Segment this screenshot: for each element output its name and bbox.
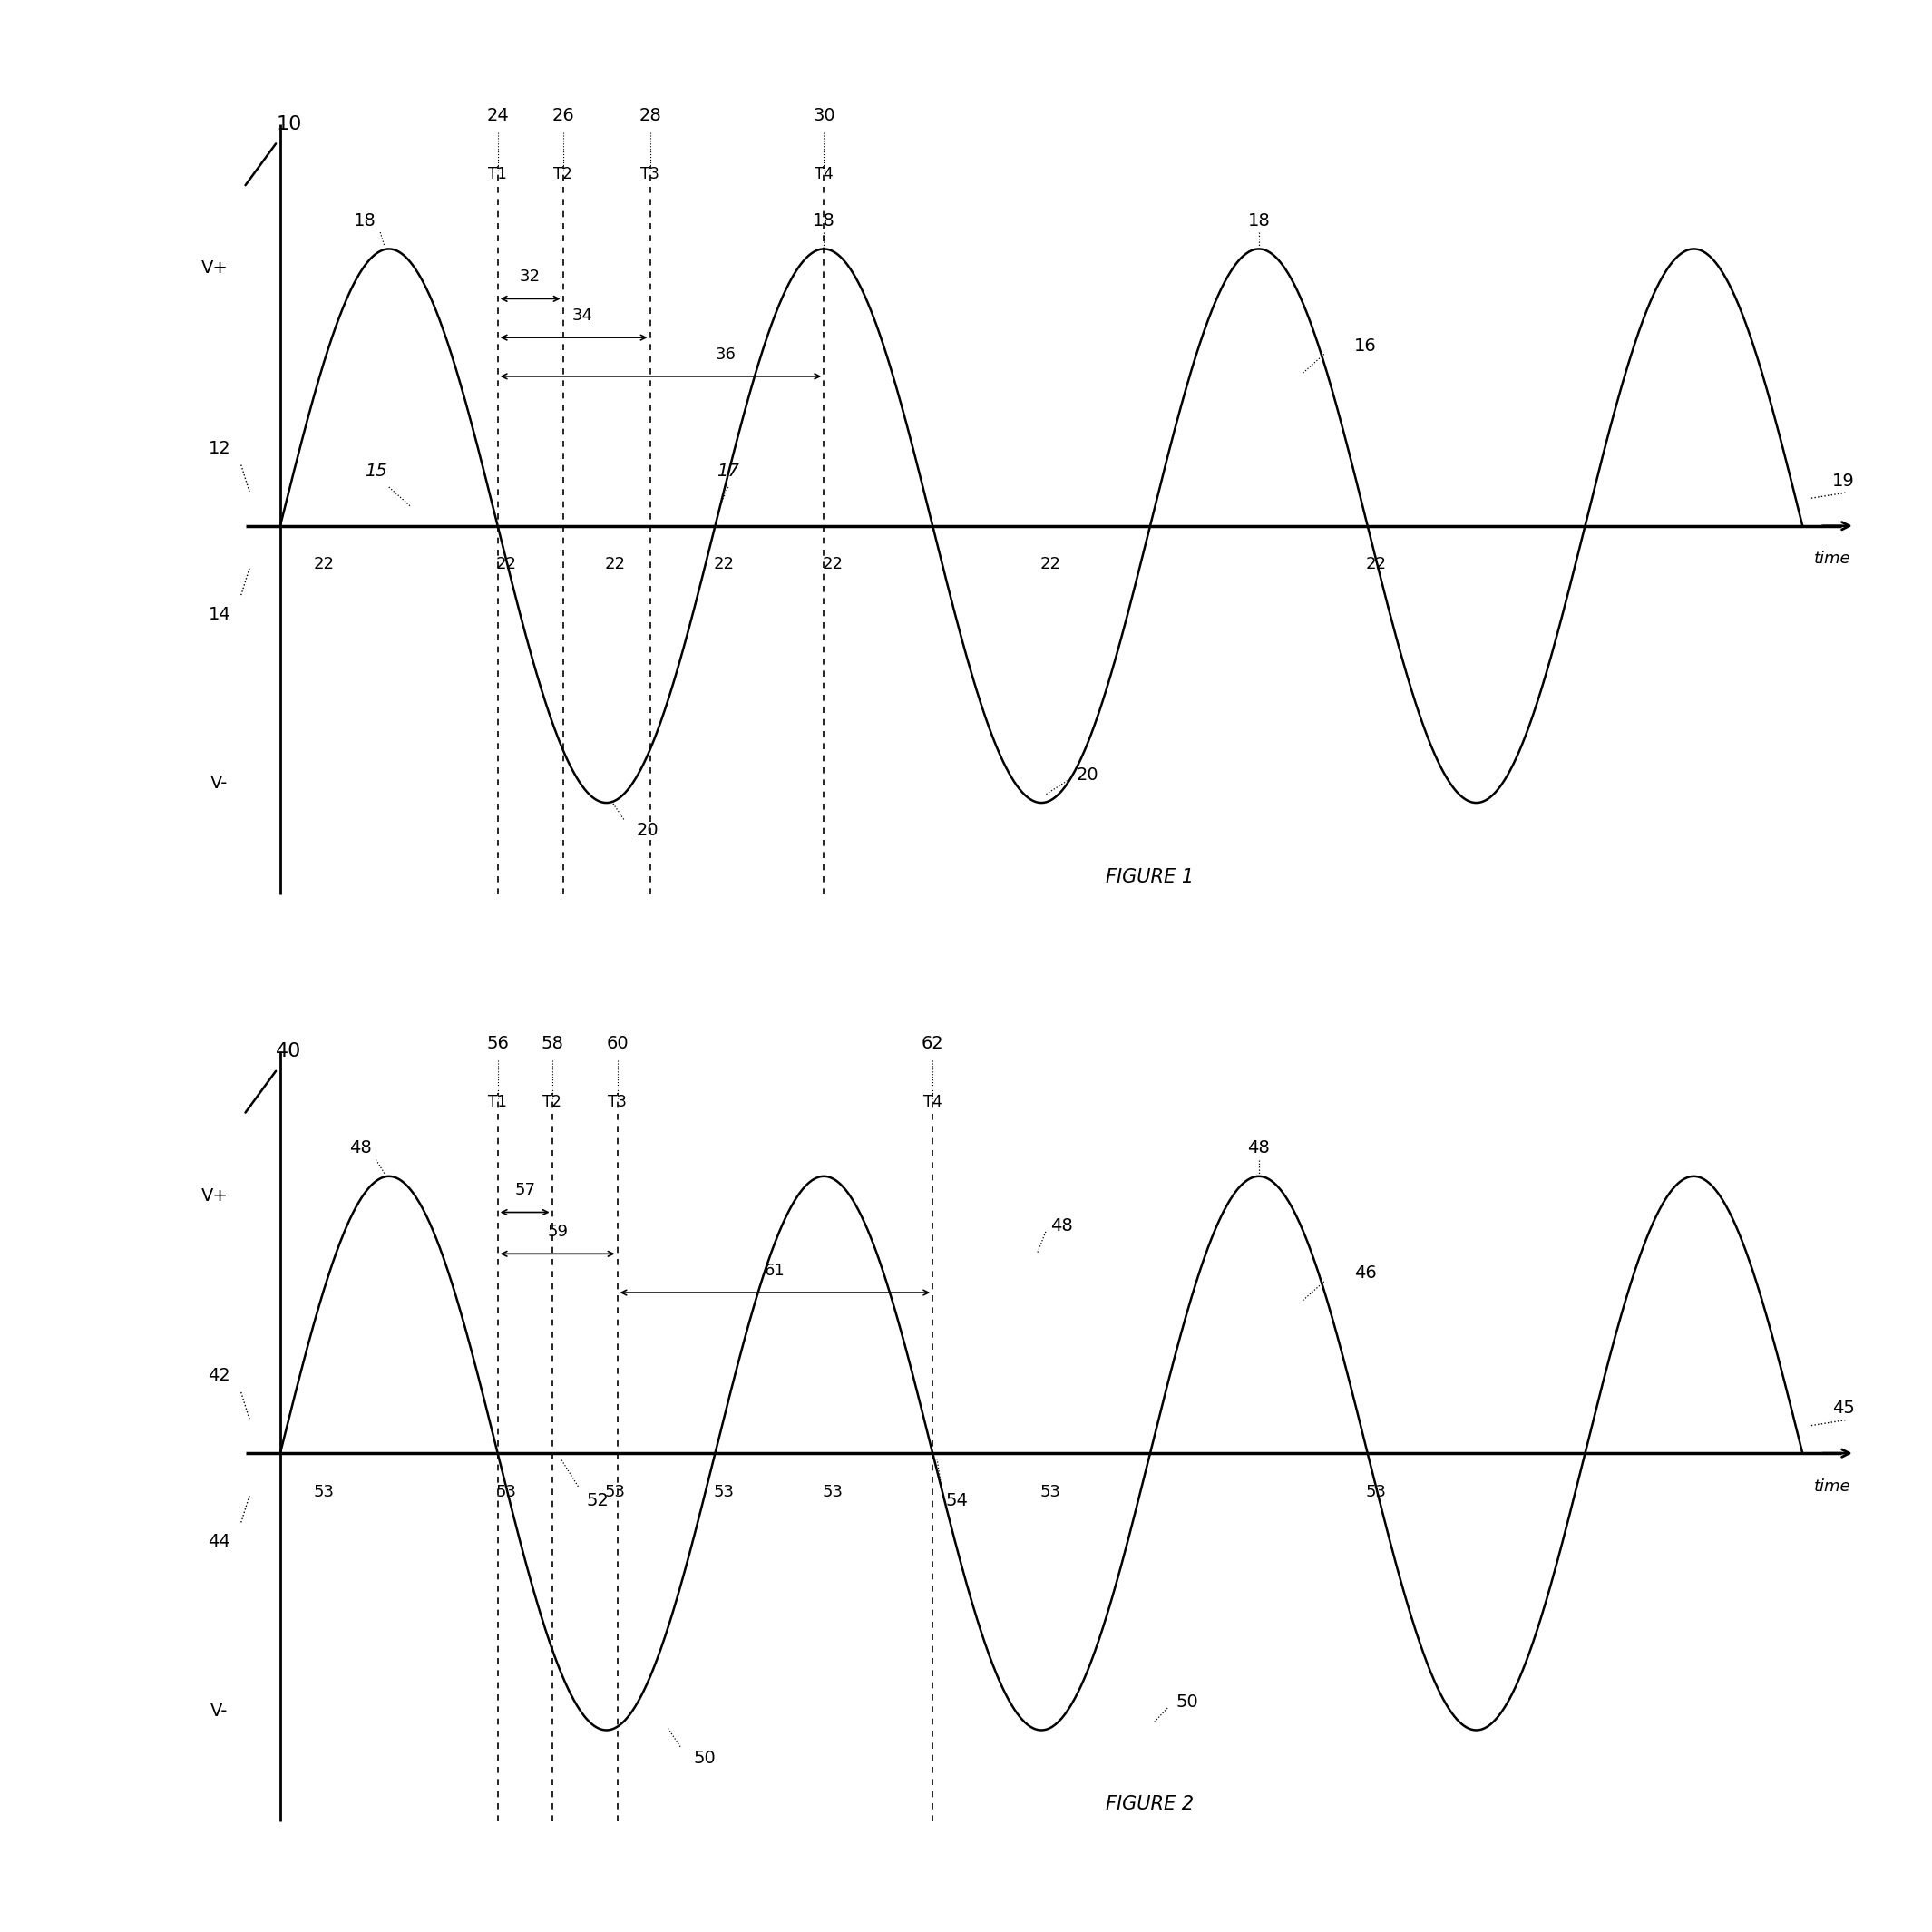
Text: 59: 59 bbox=[547, 1223, 568, 1240]
Text: 15: 15 bbox=[365, 462, 386, 479]
Text: FIGURE 1: FIGURE 1 bbox=[1105, 867, 1194, 887]
Text: 54: 54 bbox=[945, 1492, 968, 1509]
Text: 61: 61 bbox=[765, 1262, 784, 1279]
Text: 26: 26 bbox=[553, 108, 574, 124]
Text: 18: 18 bbox=[1248, 213, 1269, 230]
Text: 53: 53 bbox=[497, 1484, 516, 1499]
Text: 53: 53 bbox=[313, 1484, 334, 1499]
Text: 52: 52 bbox=[587, 1492, 609, 1509]
Text: 44: 44 bbox=[209, 1534, 230, 1551]
Text: time: time bbox=[1814, 1478, 1851, 1495]
Text: 45: 45 bbox=[1832, 1401, 1855, 1418]
Text: 48: 48 bbox=[1051, 1217, 1072, 1235]
Text: T3: T3 bbox=[609, 1094, 626, 1109]
Text: 53: 53 bbox=[713, 1484, 734, 1499]
Text: 48: 48 bbox=[1248, 1140, 1269, 1157]
Text: 24: 24 bbox=[487, 108, 508, 124]
Text: 18: 18 bbox=[813, 213, 835, 230]
Text: 60: 60 bbox=[607, 1036, 628, 1051]
Text: 22: 22 bbox=[497, 556, 516, 572]
Text: V-: V- bbox=[211, 775, 228, 792]
Text: T4: T4 bbox=[923, 1094, 943, 1109]
Text: 19: 19 bbox=[1832, 473, 1855, 491]
Text: 28: 28 bbox=[639, 108, 661, 124]
Text: T2: T2 bbox=[543, 1094, 562, 1109]
Text: 20: 20 bbox=[638, 823, 659, 838]
Text: 20: 20 bbox=[1076, 767, 1099, 784]
Text: 22: 22 bbox=[605, 556, 626, 572]
Text: 40: 40 bbox=[276, 1043, 301, 1061]
Text: 12: 12 bbox=[209, 440, 230, 458]
Text: FIGURE 2: FIGURE 2 bbox=[1105, 1795, 1194, 1814]
Text: 22: 22 bbox=[823, 556, 842, 572]
Text: 48: 48 bbox=[350, 1140, 371, 1157]
Text: 34: 34 bbox=[572, 307, 593, 325]
Text: 22: 22 bbox=[1366, 556, 1387, 572]
Text: 16: 16 bbox=[1354, 338, 1378, 354]
Text: 53: 53 bbox=[1039, 1484, 1061, 1499]
Text: 57: 57 bbox=[514, 1182, 535, 1198]
Text: 36: 36 bbox=[715, 346, 736, 363]
Text: 42: 42 bbox=[209, 1368, 230, 1385]
Text: V-: V- bbox=[211, 1702, 228, 1719]
Text: T4: T4 bbox=[815, 166, 833, 182]
Text: 50: 50 bbox=[694, 1750, 717, 1766]
Text: T1: T1 bbox=[489, 1094, 506, 1109]
Text: 53: 53 bbox=[823, 1484, 842, 1499]
Text: 56: 56 bbox=[487, 1036, 508, 1051]
Text: 32: 32 bbox=[520, 269, 541, 284]
Text: V+: V+ bbox=[201, 259, 228, 276]
Text: 53: 53 bbox=[1366, 1484, 1387, 1499]
Text: time: time bbox=[1814, 551, 1851, 568]
Text: 58: 58 bbox=[541, 1036, 564, 1051]
Text: 22: 22 bbox=[1039, 556, 1061, 572]
Text: T3: T3 bbox=[639, 166, 659, 182]
Text: V+: V+ bbox=[201, 1186, 228, 1204]
Text: 53: 53 bbox=[605, 1484, 626, 1499]
Text: 18: 18 bbox=[354, 213, 377, 230]
Text: 46: 46 bbox=[1354, 1265, 1378, 1281]
Text: 22: 22 bbox=[313, 556, 334, 572]
Text: 22: 22 bbox=[713, 556, 734, 572]
Text: 50: 50 bbox=[1177, 1694, 1198, 1712]
Text: 10: 10 bbox=[276, 116, 301, 133]
Text: 30: 30 bbox=[813, 108, 835, 124]
Text: T1: T1 bbox=[489, 166, 506, 182]
Text: 14: 14 bbox=[209, 607, 230, 624]
Text: 62: 62 bbox=[922, 1036, 945, 1051]
Text: T2: T2 bbox=[553, 166, 572, 182]
Text: 17: 17 bbox=[717, 462, 740, 479]
